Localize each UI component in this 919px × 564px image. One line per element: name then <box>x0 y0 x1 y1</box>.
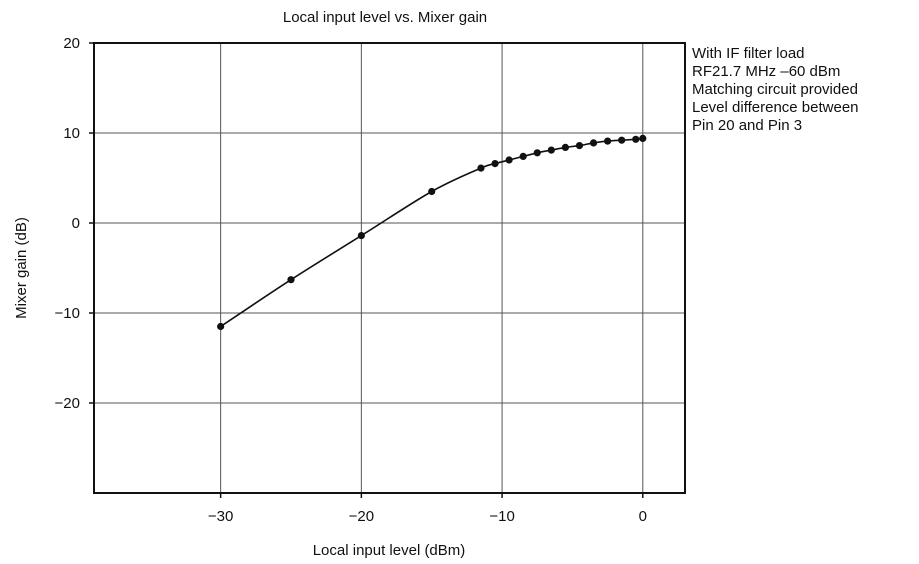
grid <box>94 43 685 493</box>
x-tick-label: −10 <box>489 508 514 525</box>
x-tick-label: −30 <box>208 508 233 525</box>
y-axis-title: Mixer gain (dB) <box>13 217 30 319</box>
gain-data-point <box>428 187 436 196</box>
gain-data-point <box>632 135 640 143</box>
gain-data-point <box>287 276 295 284</box>
gain-data-point <box>491 160 499 168</box>
gain-data-point <box>519 152 527 160</box>
gain-curve-line <box>220 137 643 328</box>
y-tick-label: 20 <box>63 35 80 52</box>
condition-note-line: Matching circuit provided <box>692 81 858 98</box>
gain-data-point <box>217 322 225 331</box>
gain-data-point <box>575 142 584 150</box>
gain-data-point <box>477 164 485 172</box>
x-tick-label: −20 <box>349 508 374 525</box>
series-group <box>217 134 647 331</box>
condition-note-line: RF21.7 MHz –60 dBm <box>692 63 840 80</box>
gain-data-point <box>561 143 569 151</box>
y-tick-label: 0 <box>72 215 80 232</box>
chart-title: Local input level vs. Mixer gain <box>283 9 487 26</box>
gain-data-point <box>357 232 365 240</box>
plot-area-frame <box>93 42 686 494</box>
condition-note-line: Level difference between <box>692 99 859 116</box>
gain-data-point <box>589 139 598 147</box>
y-tick-label: −20 <box>55 395 80 412</box>
y-tick-label: 10 <box>63 125 80 142</box>
condition-note-line: With IF filter load <box>692 45 805 62</box>
y-axis-ticks: −20 −10 0 10 20 <box>55 35 94 412</box>
gain-data-point <box>604 137 612 145</box>
gain-data-point <box>547 146 555 154</box>
gain-data-point <box>533 149 541 157</box>
condition-note-line: Pin 20 and Pin 3 <box>692 117 802 134</box>
x-tick-label: 0 <box>639 508 647 525</box>
gain-data-point <box>639 134 647 142</box>
x-axis-title: Local input level (dBm) <box>313 542 466 559</box>
x-axis-ticks: −30 −20 −10 0 <box>208 493 647 525</box>
y-tick-label: −10 <box>55 305 80 322</box>
condition-notes: With IF filter load RF21.7 MHz –60 dBm Mat… <box>692 45 859 134</box>
gain-data-point <box>505 156 513 164</box>
gain-data-point <box>618 136 626 144</box>
